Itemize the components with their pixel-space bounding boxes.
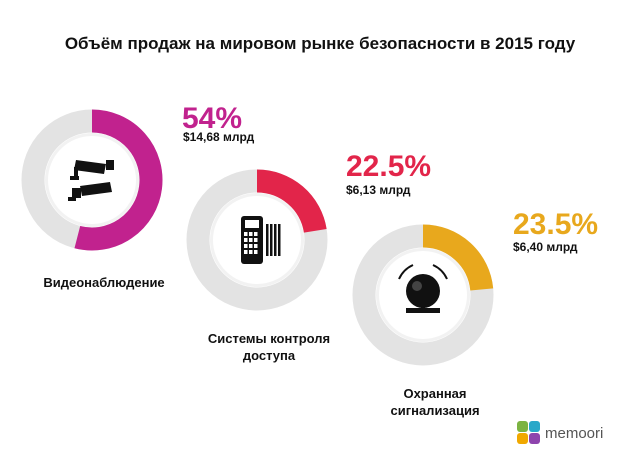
category-label: Видеонаблюдение — [43, 275, 164, 290]
donut-slice — [256, 169, 327, 234]
donut-1: 54%$14,68 млрд Видеонаблюдение — [21, 102, 255, 290]
alarm-bell-icon — [398, 264, 448, 313]
amount-label: $6,13 млрд — [346, 183, 411, 197]
category-label: Системы контроля — [208, 331, 330, 346]
donut-inner-ring — [210, 193, 304, 287]
memoori-logo: memoori — [517, 421, 603, 445]
percent-label: 54% — [182, 102, 242, 135]
donut-inner-ring — [376, 248, 470, 342]
donut-2: 22.5%$6,13 млрд Системы контроля доступа — [186, 150, 431, 363]
donut-slice — [74, 109, 163, 251]
category-label: сигнализация — [390, 403, 479, 418]
donut-inner-ring — [45, 133, 139, 227]
amount-label: $14,68 млрд — [183, 130, 255, 144]
donut-slice — [422, 224, 494, 292]
donut-3: 23.5%$6,40 млрд Охранная сигнализация — [352, 208, 598, 418]
access-control-keypad-icon — [241, 216, 281, 264]
memoori-logo-text: memoori — [545, 424, 604, 442]
amount-label: $6,40 млрд — [513, 240, 578, 254]
percent-label: 22.5% — [346, 150, 431, 183]
percent-label: 23.5% — [513, 208, 598, 241]
cctv-camera-icon — [68, 160, 114, 201]
category-label: доступа — [243, 348, 296, 363]
chart-title: Объём продаж на мировом рынке безопаснос… — [64, 34, 576, 53]
memoori-logo-icon — [517, 421, 541, 445]
category-label: Охранная — [403, 386, 466, 401]
